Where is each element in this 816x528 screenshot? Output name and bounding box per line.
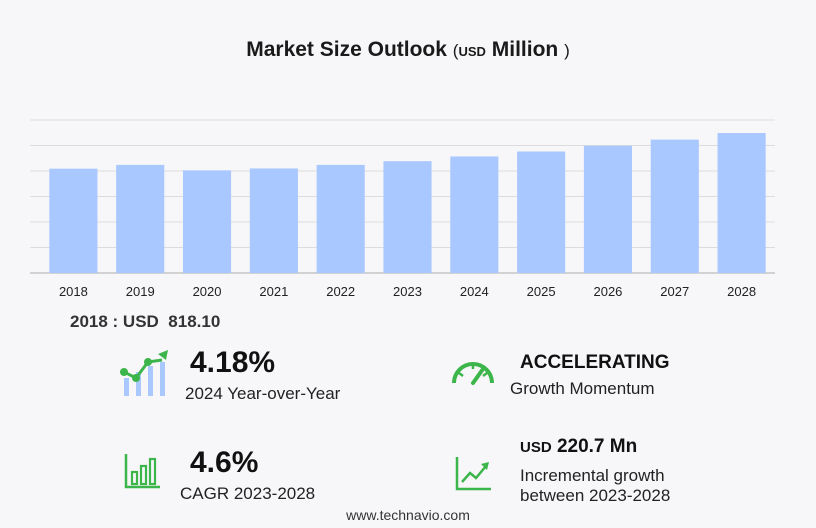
cagr-label-wrap: CAGR 2023-2028 (180, 484, 315, 504)
bar-2025 (517, 151, 566, 273)
bar-2026 (583, 145, 633, 273)
title-unit: USD (458, 44, 486, 59)
x-tick-2026: 2026 (593, 284, 622, 299)
yoy-label-wrap: 2024 Year-over-Year (185, 384, 340, 404)
yoy-value: 4.18% (190, 346, 276, 379)
incremental-label-wrap: Incremental growth between 2023-2028 (520, 466, 670, 506)
line-bar-growth-icon (120, 350, 168, 396)
chart-x-ticks: 2018 2019 2020 2021 2022 2023 2024 2025 2026 2027… (59, 284, 756, 299)
cagr-stat: 4.6% (190, 446, 258, 480)
cagr-value: 4.6% (190, 446, 259, 479)
momentum-value: ACCELERATING (520, 352, 670, 373)
title-paren-open: ( (452, 41, 459, 60)
bar-2019 (116, 164, 165, 273)
title-text: Market Size Outlook (246, 38, 447, 61)
bar-2020 (182, 170, 232, 273)
bar-2028 (717, 133, 766, 273)
x-tick-2019: 2019 (126, 284, 155, 299)
incremental-unit: USD (520, 439, 552, 456)
incremental-value: 220.7 Mn (556, 436, 638, 457)
speedometer-icon (452, 362, 494, 385)
cagr-label: CAGR 2023-2028 (180, 484, 316, 503)
x-tick-2023: 2023 (393, 284, 422, 299)
bar-2018 (49, 168, 98, 273)
incremental-stat: USD 220.7 Mn (520, 436, 637, 458)
base-year-label: 2018 : USD (70, 312, 159, 331)
bar-2021 (249, 168, 298, 273)
chart-bars (49, 133, 766, 273)
x-tick-2020: 2020 (193, 284, 222, 299)
x-tick-2018: 2018 (59, 284, 88, 299)
bar-2027 (650, 139, 699, 273)
x-tick-2021: 2021 (259, 284, 288, 299)
momentum-label-wrap: Growth Momentum (510, 379, 655, 399)
bar-chart: 2018 2019 2020 2021 2022 2023 2024 2025 2026 2027… (30, 119, 775, 299)
title-paren-close: ) (564, 41, 570, 60)
bar-chart-icon (124, 454, 160, 489)
footer-url: www.technavio.com (346, 507, 470, 523)
incremental-label-2: between 2023-2028 (520, 486, 671, 505)
x-tick-2027: 2027 (660, 284, 689, 299)
x-tick-2028: 2028 (727, 284, 756, 299)
momentum-label: Growth Momentum (510, 379, 655, 398)
chart-title: Market Size Outlook (USD Million ) (0, 38, 816, 62)
yoy-label: 2024 Year-over-Year (185, 384, 341, 403)
momentum-stat: ACCELERATING (520, 352, 670, 374)
trend-up-icon (455, 457, 491, 491)
base-year-value: 2018 : USD 818.10 (70, 312, 220, 332)
title-unit-word: Million (491, 38, 559, 61)
incremental-label-1: Incremental growth (520, 466, 665, 485)
yoy-stat: 4.18% (190, 346, 275, 380)
incremental-head: USD 220.7 Mn (520, 436, 637, 458)
x-tick-2022: 2022 (326, 284, 355, 299)
base-year-number: 818.10 (168, 312, 221, 331)
x-tick-2025: 2025 (527, 284, 556, 299)
bar-2024 (450, 156, 499, 273)
bar-2023 (383, 161, 432, 273)
x-tick-2024: 2024 (460, 284, 489, 299)
bar-2022 (316, 164, 365, 273)
